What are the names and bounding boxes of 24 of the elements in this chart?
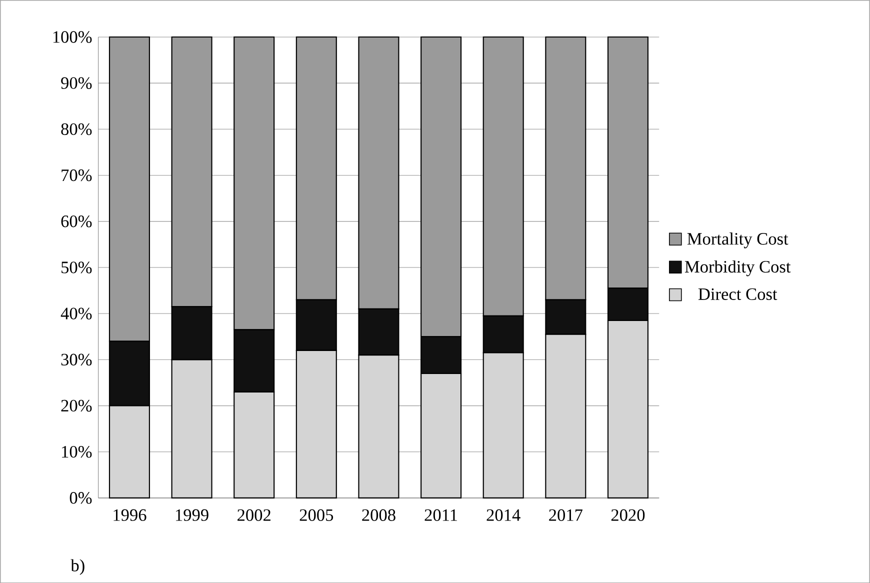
y-tick-label: 10%: [62, 446, 92, 458]
x-tick-label: 2017: [549, 509, 582, 521]
x-tick-label: 2002: [238, 509, 270, 521]
x-tick-label: 2020: [611, 509, 645, 521]
x-tick-label: 2008: [362, 509, 396, 521]
x-tick-label: 2005: [300, 509, 334, 521]
x-tick-label: 2014: [486, 509, 520, 521]
y-tick-label: 20%: [61, 400, 92, 412]
y-tick-label: 0%: [70, 492, 92, 504]
y-tick-label: 70%: [62, 169, 92, 182]
text: b): [70, 559, 84, 575]
y-tick-label: 100%: [53, 31, 92, 43]
legend-label: Morbidity Cost: [684, 260, 791, 276]
y-tick-label: 40%: [60, 308, 92, 320]
legend-label: Direct Cost: [698, 288, 778, 300]
y-tick-label: 30%: [61, 354, 92, 366]
x-tick-label: 2011: [424, 509, 457, 521]
legend-label: Mortality Cost: [687, 232, 788, 248]
y-tick-label: 60%: [61, 215, 92, 228]
y-tick-label: 90%: [61, 77, 92, 89]
y-tick-label: 80%: [61, 123, 92, 135]
y-tick-label: 50%: [62, 261, 92, 274]
x-tick-label: 1996: [114, 509, 146, 521]
x-tick-label: 1999: [176, 509, 208, 521]
